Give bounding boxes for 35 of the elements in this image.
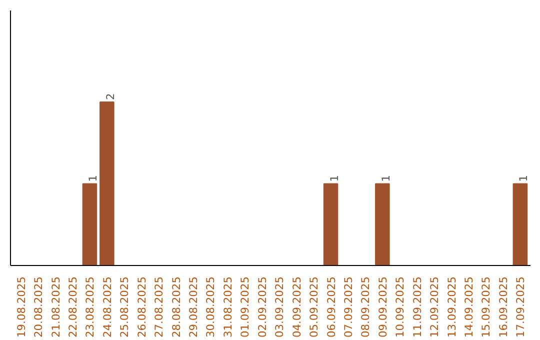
x-tick-label: 01.09.2025 [238, 276, 252, 338]
x-tick-label: 12.09.2025 [428, 276, 442, 338]
x-tick-label: 28.08.2025 [170, 276, 183, 338]
x-tick-label: 31.08.2025 [221, 276, 234, 338]
x-tick-label: 17.09.2025 [514, 276, 528, 338]
x-tick-label: 07.09.2025 [342, 276, 355, 338]
x-tick-label: 06.09.2025 [324, 276, 338, 338]
x-tick-label: 25.08.2025 [118, 276, 132, 338]
x-tick-label: 08.09.2025 [359, 276, 372, 338]
x-tick-label: 02.09.2025 [256, 276, 269, 338]
x-tick-label: 24.08.2025 [100, 276, 114, 338]
x-tick-label: 03.09.2025 [273, 276, 286, 338]
x-tick-label: 05.09.2025 [308, 276, 321, 338]
x-tick-label: 27.08.2025 [152, 276, 166, 338]
x-tick-label: 22.08.2025 [66, 276, 80, 338]
data-label: 2 [104, 93, 117, 100]
data-label: 1 [517, 174, 530, 182]
x-tick-label: 21.08.2025 [49, 276, 62, 338]
data-label: 1 [379, 174, 392, 182]
x-tick-label: 26.08.2025 [135, 276, 148, 338]
x-tick-label: 14.09.2025 [462, 276, 476, 338]
x-tick-label: 04.09.2025 [290, 276, 304, 338]
x-tick-label: 15.09.2025 [480, 276, 493, 338]
x-tick-label: 19.08.2025 [14, 276, 28, 338]
data-label: 1 [86, 174, 100, 182]
x-tick-label: 09.09.2025 [376, 276, 390, 338]
x-tick-label: 13.09.2025 [445, 276, 458, 338]
x-tick-label: 23.08.2025 [84, 276, 97, 338]
x-tick-label: 16.09.2025 [496, 276, 510, 338]
x-tick-label: 29.08.2025 [187, 276, 200, 338]
data-label: 1 [328, 174, 341, 182]
x-tick-label: 10.09.2025 [394, 276, 407, 338]
x-tick-label: 11.09.2025 [410, 276, 424, 338]
x-tick-label: 20.08.2025 [32, 276, 46, 338]
x-tick-label: 30.08.2025 [204, 276, 218, 338]
